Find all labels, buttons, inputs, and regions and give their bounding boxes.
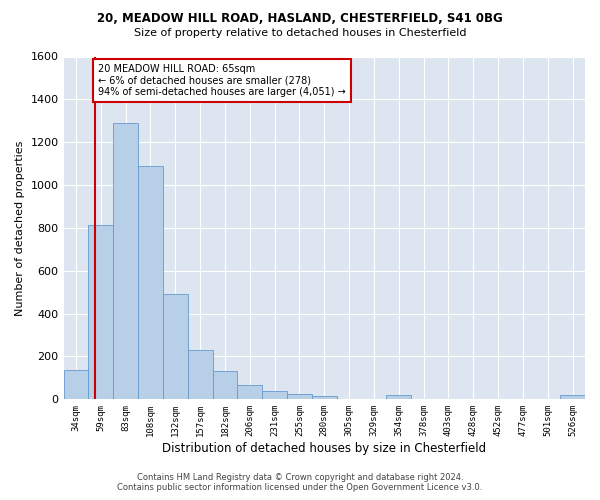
Bar: [238, 386, 262, 400]
Bar: [188, 350, 212, 400]
Bar: [287, 394, 312, 400]
Bar: [88, 224, 113, 400]
Bar: [113, 123, 138, 400]
Text: Contains HM Land Registry data © Crown copyright and database right 2024.
Contai: Contains HM Land Registry data © Crown c…: [118, 473, 482, 492]
Bar: [312, 396, 337, 400]
Bar: [262, 391, 287, 400]
Y-axis label: Number of detached properties: Number of detached properties: [15, 140, 25, 316]
Bar: [163, 294, 188, 400]
Bar: [560, 396, 585, 400]
Bar: [212, 372, 238, 400]
Text: 20, MEADOW HILL ROAD, HASLAND, CHESTERFIELD, S41 0BG: 20, MEADOW HILL ROAD, HASLAND, CHESTERFI…: [97, 12, 503, 26]
Text: Size of property relative to detached houses in Chesterfield: Size of property relative to detached ho…: [134, 28, 466, 38]
Bar: [138, 166, 163, 400]
Bar: [64, 370, 88, 400]
Bar: [386, 396, 411, 400]
X-axis label: Distribution of detached houses by size in Chesterfield: Distribution of detached houses by size …: [162, 442, 487, 455]
Text: 20 MEADOW HILL ROAD: 65sqm
← 6% of detached houses are smaller (278)
94% of semi: 20 MEADOW HILL ROAD: 65sqm ← 6% of detac…: [98, 64, 346, 97]
